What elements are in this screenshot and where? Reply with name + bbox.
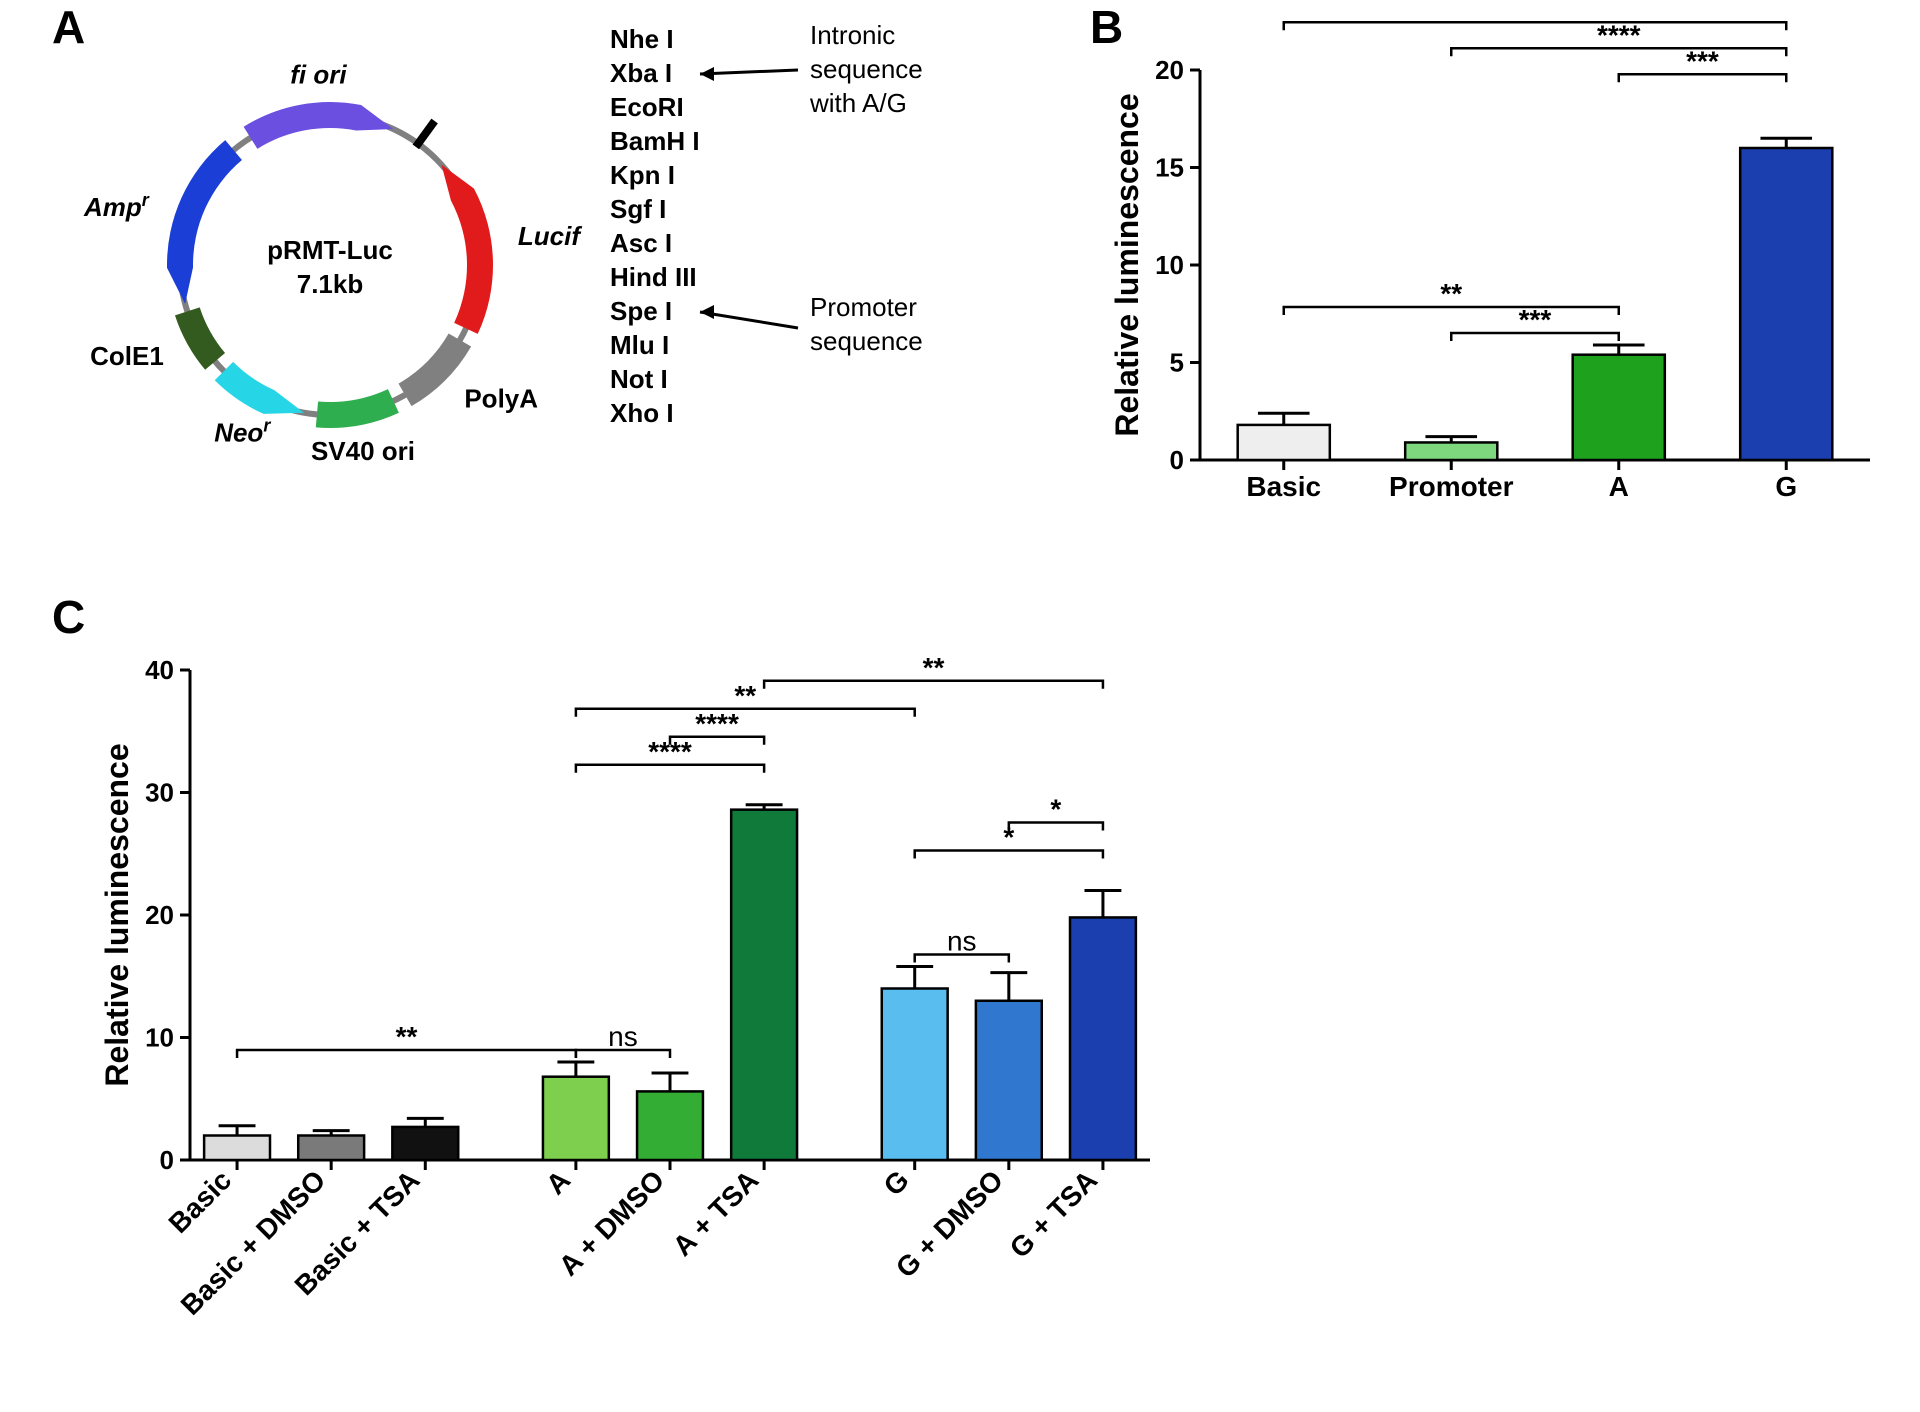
svg-text:Not I: Not I	[610, 364, 668, 394]
svg-text:A: A	[540, 1164, 576, 1200]
svg-text:Kpn I: Kpn I	[610, 160, 675, 190]
svg-text:Promoter: Promoter	[1389, 471, 1514, 502]
svg-text:0: 0	[1170, 445, 1184, 475]
svg-text:30: 30	[145, 778, 174, 808]
svg-text:A + TSA: A + TSA	[667, 1164, 765, 1262]
svg-text:5: 5	[1170, 348, 1184, 378]
svg-text:EcoRI: EcoRI	[610, 92, 684, 122]
svg-text:PolyA: PolyA	[464, 383, 538, 413]
svg-text:Lucif: Lucif	[518, 221, 582, 251]
svg-text:**: **	[1440, 278, 1462, 309]
svg-text:G: G	[878, 1164, 915, 1201]
panel-a: pRMT-Luc 7.1kb Ampr fi ori Lucif PolyA SV40 or…	[70, 10, 1050, 530]
svg-text:0: 0	[160, 1145, 174, 1175]
svg-text:Ampr: Ampr	[83, 190, 150, 222]
svg-text:G: G	[1775, 471, 1797, 502]
svg-text:Basic: Basic	[163, 1164, 238, 1239]
svg-text:SV40 ori: SV40 ori	[311, 436, 415, 466]
svg-text:7.1kb: 7.1kb	[297, 269, 364, 299]
svg-text:***: ***	[1686, 45, 1719, 76]
svg-text:Asc I: Asc I	[610, 228, 672, 258]
svg-text:ns: ns	[947, 925, 977, 956]
svg-text:Sgf I: Sgf I	[610, 194, 666, 224]
svg-text:G + TSA: G + TSA	[1004, 1164, 1103, 1263]
svg-text:A: A	[1609, 471, 1629, 502]
svg-text:Relative luminescence: Relative luminescence	[99, 743, 135, 1086]
svg-text:Intronic: Intronic	[810, 20, 895, 50]
panel-b: 0 5 10 15 20 Relative luminescence Basic Promot…	[1090, 10, 1890, 530]
svg-text:20: 20	[145, 900, 174, 930]
svg-text:sequence: sequence	[810, 54, 923, 84]
svg-text:**: **	[734, 680, 756, 711]
svg-text:10: 10	[1155, 250, 1184, 280]
svg-text:Mlu I: Mlu I	[610, 330, 669, 360]
svg-text:Nhe I: Nhe I	[610, 24, 674, 54]
svg-text:****: ****	[1597, 19, 1641, 50]
svg-text:15: 15	[1155, 153, 1184, 183]
svg-text:Spe I: Spe I	[610, 296, 672, 326]
svg-text:Basic: Basic	[1246, 471, 1321, 502]
panel-c: 010203040Relative luminescenceBasicBasic…	[70, 610, 1170, 1390]
svg-text:with A/G: with A/G	[809, 88, 907, 118]
svg-text:**: **	[923, 652, 945, 683]
svg-text:10: 10	[145, 1023, 174, 1053]
svg-text:****: ****	[695, 708, 739, 739]
svg-text:pRMT-Luc: pRMT-Luc	[267, 235, 393, 265]
svg-text:sequence: sequence	[810, 326, 923, 356]
svg-text:***: ***	[1519, 10, 1552, 24]
figure: A pRMT-Luc 7.1kb Ampr fi ori Lucif PolyA SV40 …	[0, 0, 1920, 1412]
svg-text:Hind III: Hind III	[610, 262, 697, 292]
svg-text:**: **	[396, 1021, 418, 1052]
svg-text:40: 40	[145, 655, 174, 685]
svg-text:*: *	[1050, 794, 1061, 825]
chart-b: 0 5 10 15 20 Relative luminescence Basic Promot…	[1090, 10, 1890, 530]
svg-text:ColE1: ColE1	[90, 341, 164, 371]
chart-c: 010203040Relative luminescenceBasicBasic…	[70, 610, 1170, 1390]
svg-text:***: ***	[1519, 304, 1552, 335]
svg-text:Xba I: Xba I	[610, 58, 672, 88]
svg-text:Promoter: Promoter	[810, 292, 917, 322]
plasmid-map: pRMT-Luc 7.1kb Ampr fi ori Lucif PolyA SV40 or…	[70, 10, 1050, 530]
svg-text:fi ori: fi ori	[290, 59, 347, 89]
svg-text:BamH I: BamH I	[610, 126, 700, 156]
svg-text:20: 20	[1155, 55, 1184, 85]
svg-text:Xho I: Xho I	[610, 398, 674, 428]
svg-text:Relative luminescence: Relative luminescence	[1109, 93, 1145, 436]
svg-text:Neor: Neor	[214, 416, 271, 448]
svg-text:ns: ns	[608, 1021, 638, 1052]
